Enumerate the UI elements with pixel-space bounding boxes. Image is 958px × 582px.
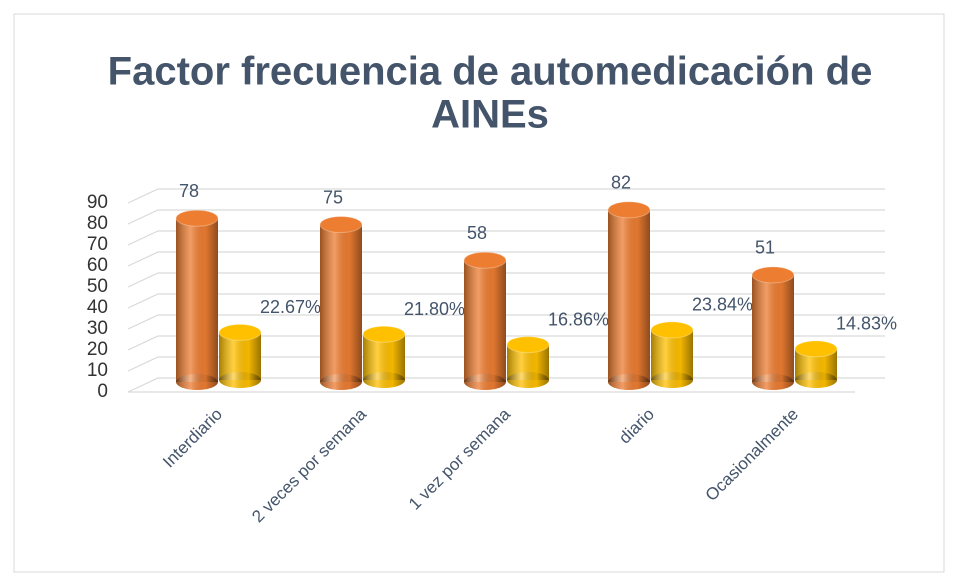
bar-top	[794, 340, 838, 358]
y-tick-label: 10	[87, 360, 108, 381]
data-label: 51	[755, 238, 775, 258]
data-label: 23.84%	[692, 295, 753, 315]
y-tick-label: 20	[87, 339, 108, 360]
bar	[607, 201, 651, 390]
bar	[218, 323, 262, 388]
bar-body-shade	[752, 274, 794, 382]
bar	[794, 340, 838, 388]
bar-top	[218, 323, 262, 341]
data-label: 21.80%	[404, 299, 465, 319]
data-label: 78	[179, 181, 199, 201]
chart-title: AINEs	[431, 93, 549, 137]
y-tick-label: 40	[87, 297, 108, 318]
y-tick-label: 30	[87, 318, 108, 339]
y-tick-label: 80	[87, 213, 108, 234]
bar-top	[751, 266, 795, 284]
data-label: 16.86%	[548, 309, 609, 329]
bar-body-shade	[651, 329, 693, 380]
y-tick-label: 50	[87, 276, 108, 297]
data-label: 82	[611, 173, 631, 193]
y-tick-label: 90	[87, 192, 108, 213]
grid-line	[127, 188, 885, 204]
y-tick-label: 60	[87, 255, 108, 276]
bar-top	[650, 321, 694, 339]
data-label: 75	[323, 187, 343, 207]
bar	[463, 251, 507, 390]
bar	[319, 216, 363, 390]
y-tick-label: 70	[87, 234, 108, 255]
chart-title: Factor frecuencia de automedicación de	[108, 50, 873, 94]
bar-body-shade	[320, 224, 362, 382]
bar-body-shade	[464, 260, 506, 382]
data-label: 14.83%	[836, 314, 897, 334]
bar	[362, 325, 406, 388]
data-label: 58	[467, 223, 487, 243]
bar-top	[607, 201, 651, 219]
data-label: 22.67%	[260, 297, 321, 317]
bar	[650, 321, 694, 388]
bar-top	[319, 216, 363, 233]
bar	[506, 336, 550, 388]
bar-top	[506, 336, 550, 354]
bar-top	[463, 251, 507, 269]
bar-top	[175, 209, 219, 227]
bar-top	[362, 325, 406, 343]
bar-body-shade	[608, 209, 650, 382]
y-tick-label: 0	[97, 381, 108, 402]
bar	[175, 209, 219, 390]
bar	[751, 266, 795, 390]
bar-body-shade	[176, 218, 218, 382]
